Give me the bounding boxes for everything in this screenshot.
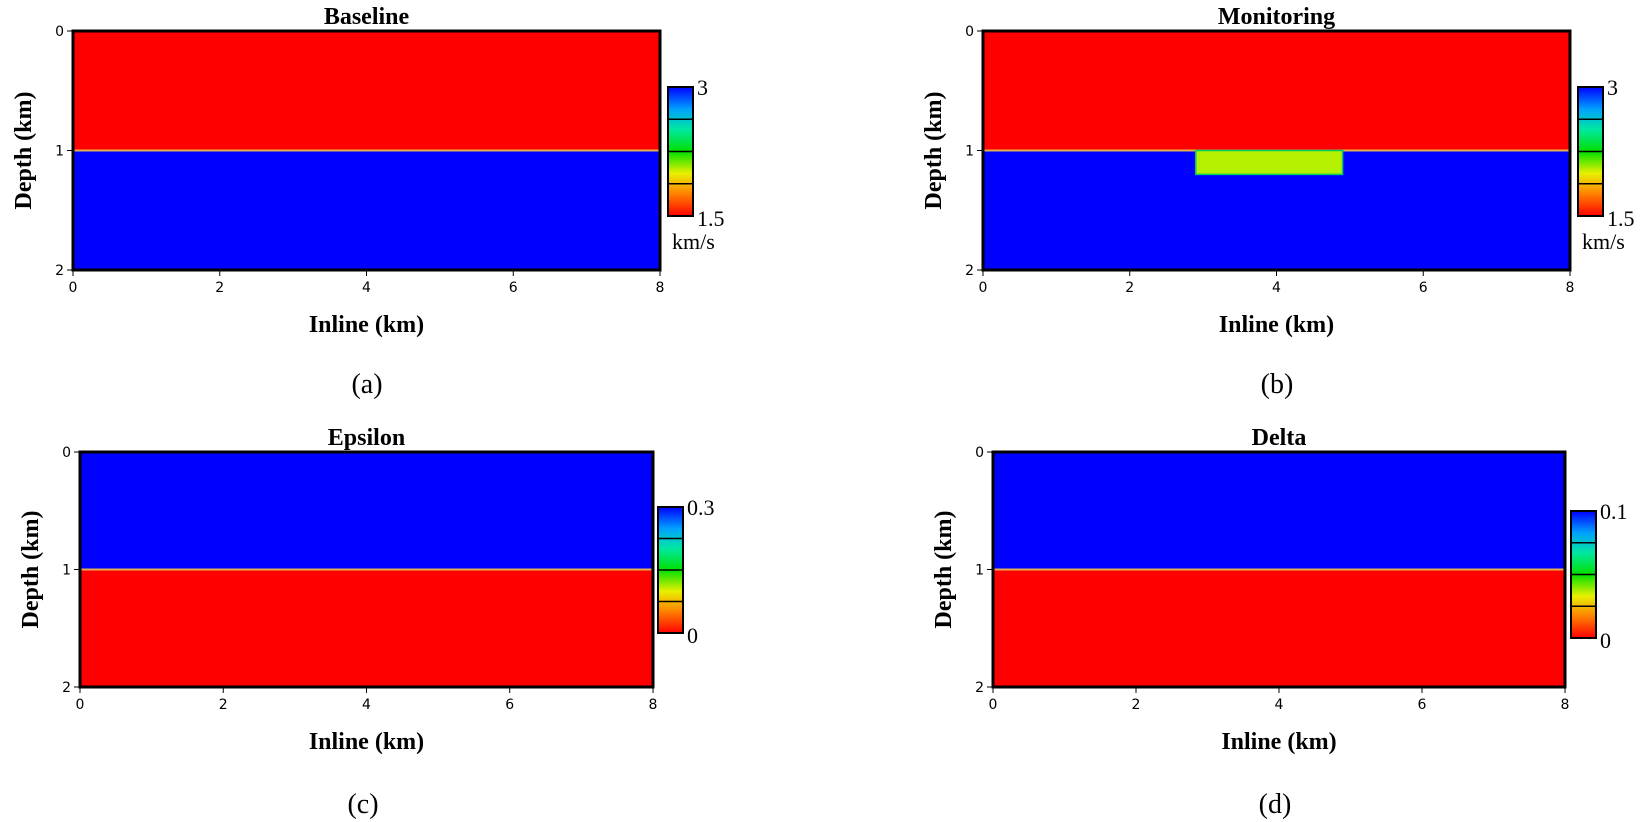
panel-caption: (a)	[351, 369, 382, 400]
x-tick-label: 4	[1272, 280, 1281, 296]
x-tick-label: 2	[215, 280, 224, 296]
y-tick-label: 2	[965, 263, 974, 279]
colorbar-min-label: 1.5	[1607, 206, 1635, 231]
colorbar-min-label: 0	[687, 623, 698, 648]
x-tick-label: 8	[656, 280, 665, 296]
y-tick-label: 0	[62, 445, 71, 461]
y-tick-label: 1	[55, 144, 64, 160]
x-tick-label: 4	[362, 280, 371, 296]
x-tick-label: 4	[362, 697, 371, 713]
anomaly-zone	[1195, 149, 1344, 176]
velocity-layer-1	[983, 31, 1570, 151]
y-axis-label: Depth (km)	[931, 511, 957, 629]
velocity-layer-1	[80, 452, 653, 570]
y-axis-label: Depth (km)	[921, 92, 947, 210]
colorbar-min-label: 0	[1600, 628, 1611, 653]
colorbar: 3 1.5km/s	[1577, 75, 1635, 254]
colorbar: 3 1.5km/s	[667, 75, 725, 254]
y-tick-label: 0	[965, 24, 974, 40]
velocity-layer-1	[73, 31, 660, 151]
x-axis-label: Inline (km)	[309, 312, 424, 338]
colorbar-unit-label: km/s	[1582, 229, 1625, 254]
colorbar-max-label: 3	[1607, 75, 1618, 100]
x-axis-label: Inline (km)	[1221, 729, 1336, 755]
x-tick-label: 0	[76, 697, 85, 713]
y-axis-label: Depth (km)	[11, 92, 37, 210]
x-tick-label: 0	[989, 697, 998, 713]
y-tick-label: 2	[62, 680, 71, 696]
x-tick-label: 8	[649, 697, 658, 713]
colorbar: 0.30	[657, 495, 715, 648]
y-tick-label: 0	[55, 24, 64, 40]
y-tick-label: 1	[975, 563, 984, 579]
velocity-layer-2	[73, 150, 660, 270]
x-tick-label: 6	[1418, 697, 1427, 713]
colorbar: 0.10	[1570, 499, 1628, 653]
colorbar-max-label: 0.3	[687, 495, 715, 520]
colorbar-min-label: 1.5	[697, 206, 725, 231]
colorbar-unit-label: km/s	[672, 229, 715, 254]
y-tick-label: 2	[975, 680, 984, 696]
x-tick-label: 2	[1125, 280, 1134, 296]
chart-title: Monitoring	[1218, 4, 1335, 30]
x-tick-label: 0	[979, 280, 988, 296]
panel-caption: (b)	[1261, 369, 1294, 400]
panel-caption: (c)	[347, 789, 378, 820]
y-tick-label: 1	[62, 563, 71, 579]
chart-title: Baseline	[324, 4, 410, 30]
x-tick-label: 6	[509, 280, 518, 296]
velocity-layer-1	[993, 452, 1565, 570]
x-axis-label: Inline (km)	[1219, 312, 1334, 338]
x-tick-label: 6	[1419, 280, 1428, 296]
x-tick-label: 2	[1132, 697, 1141, 713]
y-tick-label: 1	[965, 144, 974, 160]
x-tick-label: 0	[69, 280, 78, 296]
x-axis-label: Inline (km)	[309, 729, 424, 755]
x-tick-label: 4	[1275, 697, 1284, 713]
x-tick-label: 2	[219, 697, 228, 713]
panel-caption: (d)	[1259, 789, 1292, 820]
y-axis-label: Depth (km)	[18, 511, 44, 629]
colorbar-max-label: 0.1	[1600, 499, 1628, 524]
velocity-layer-2	[993, 569, 1565, 687]
colorbar-max-label: 3	[697, 75, 708, 100]
x-tick-label: 6	[505, 697, 514, 713]
y-tick-label: 0	[975, 445, 984, 461]
x-tick-label: 8	[1566, 280, 1575, 296]
velocity-layer-2	[80, 569, 653, 687]
chart-title: Epsilon	[328, 425, 405, 451]
x-tick-label: 8	[1561, 697, 1570, 713]
chart-title: Delta	[1252, 425, 1307, 451]
y-tick-label: 2	[55, 263, 64, 279]
